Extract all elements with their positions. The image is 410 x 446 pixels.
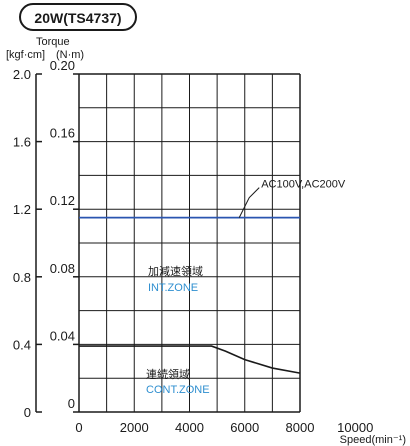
model-badge-frame xyxy=(19,3,137,31)
x-tick-label: 0 xyxy=(75,420,82,435)
grid xyxy=(78,73,301,413)
y-tick-label-left: 1.2 xyxy=(13,202,31,217)
series-layer xyxy=(79,216,301,374)
y-tick-label-left: 0.8 xyxy=(13,270,31,285)
y-axis-title: Torque xyxy=(36,36,70,48)
x-tick-label: 10000 xyxy=(337,420,373,435)
y-tick-label-left: 0.4 xyxy=(13,337,31,352)
int-zone-label-en: INT.ZONE xyxy=(148,282,198,294)
y-axis-units-left: [kgf·cm] xyxy=(6,49,45,61)
y-tick-label-left: 1.6 xyxy=(13,135,31,150)
series-line-continuous-zone xyxy=(79,345,301,374)
y-tick-label-right: 0 xyxy=(68,396,75,411)
x-axis-title: Speed(min⁻¹) xyxy=(340,434,406,446)
y-tick-label-right: 0.08 xyxy=(50,261,75,276)
cont-zone-label-en: CONT.ZONE xyxy=(146,384,210,396)
y-axis-units-right: (N·m) xyxy=(56,49,84,61)
y-tick-label-left: 2.0 xyxy=(13,67,31,82)
model-badge-text: 20W(TS4737) xyxy=(34,10,121,26)
y-ticks-left: 0 0.4 0.8 1.2 1.6 2.0 xyxy=(13,67,42,420)
y-ticks-right: 0 0.04 0.08 0.12 0.16 0.20 xyxy=(50,58,79,413)
x-tick-label: 8000 xyxy=(286,420,315,435)
x-tick-label: 4000 xyxy=(175,420,204,435)
voltage-leader-line xyxy=(238,187,260,218)
voltage-label: AC100V,AC200V xyxy=(261,179,346,191)
model-badge: 20W(TS4737) xyxy=(19,3,137,31)
y-tick-label-right: 0.16 xyxy=(50,126,75,141)
y-tick-label-right: 0.12 xyxy=(50,193,75,208)
y-tick-label-left: 0 xyxy=(24,405,31,420)
y-tick-label-right: 0.04 xyxy=(50,328,75,343)
x-ticks: 0 2000 4000 6000 8000 10000 xyxy=(75,420,373,435)
x-tick-label: 6000 xyxy=(230,420,259,435)
y-tick-label-right: 0.20 xyxy=(50,58,75,73)
int-zone-label-ja: 加減速領域 xyxy=(148,264,203,278)
cont-zone-label-ja: 連続領域 xyxy=(146,367,190,381)
x-tick-label: 2000 xyxy=(120,420,149,435)
